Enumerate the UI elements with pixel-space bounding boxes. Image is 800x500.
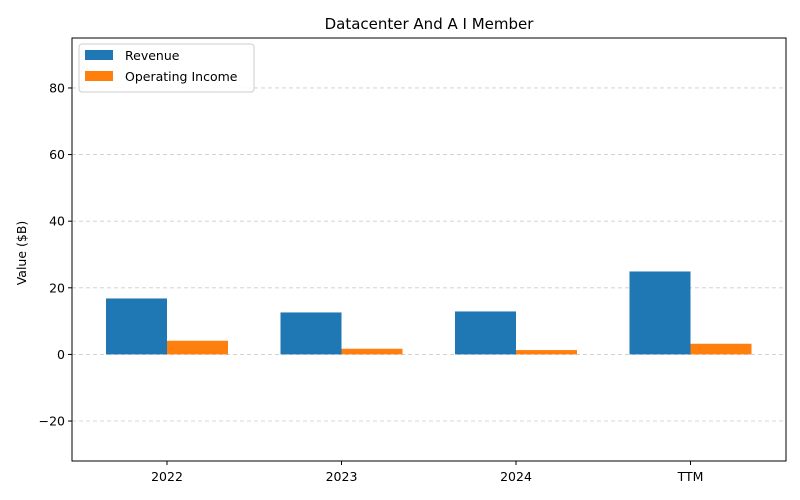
bar-operating-income-2023	[341, 348, 403, 355]
legend: Revenue Operating Income	[78, 43, 255, 93]
legend-entry-label: Operating Income	[125, 69, 238, 84]
plot-frame	[71, 37, 787, 462]
bar-revenue-ttm	[629, 271, 691, 355]
y-tick-label: 20	[49, 280, 65, 295]
y-tick-label: 0	[57, 347, 65, 362]
bar-revenue-2022	[106, 298, 167, 355]
chart-title: Datacenter And A I Member	[325, 15, 535, 33]
grid-lines	[72, 87, 786, 422]
x-tick-label: 2023	[326, 469, 358, 484]
bars	[106, 271, 752, 355]
legend-swatch	[85, 50, 113, 60]
y-tick-label: 80	[49, 80, 65, 95]
x-tick-label: 2024	[500, 469, 532, 484]
bar-revenue-2024	[455, 311, 516, 355]
y-axis-label: Value ($B)	[14, 221, 29, 286]
y-tick-label: 40	[49, 214, 65, 229]
bar-operating-income-2024	[516, 350, 577, 355]
y-tick-label: −20	[39, 414, 65, 429]
x-axis-ticks: 2022 2023 2024 TTM	[151, 461, 703, 484]
x-tick-label: TTM	[677, 469, 704, 484]
legend-box	[78, 43, 255, 93]
legend-swatch	[85, 71, 113, 81]
bar-operating-income-ttm	[690, 343, 752, 355]
bar-operating-income-2022	[167, 340, 228, 355]
x-tick-label: 2022	[151, 469, 183, 484]
legend-entry-label: Revenue	[125, 48, 180, 63]
y-axis-ticks: −20 0 20 40 60 80	[39, 80, 72, 429]
bar-revenue-2023	[280, 312, 342, 355]
y-tick-label: 60	[49, 147, 65, 162]
